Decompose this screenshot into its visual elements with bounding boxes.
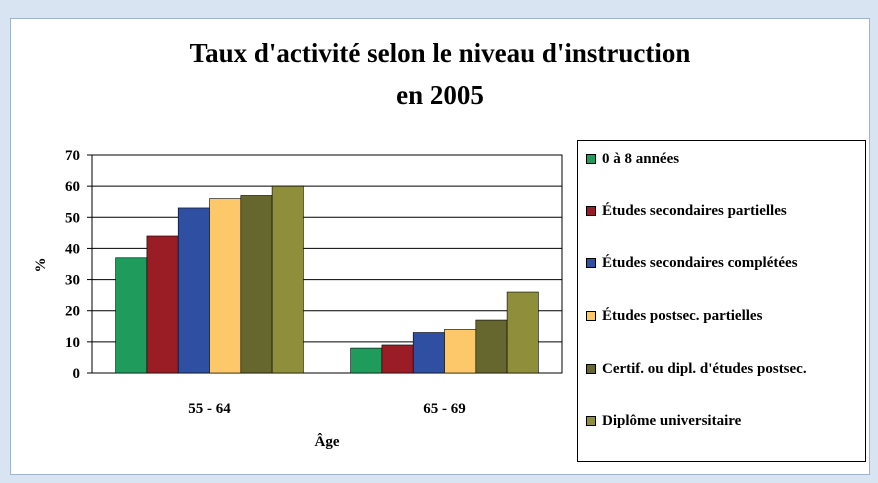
legend-entry: Certif. ou dipl. d'études postsec.	[586, 359, 856, 380]
legend-swatch	[586, 416, 596, 426]
legend-swatch	[586, 154, 596, 164]
y-tick-label: 60	[65, 179, 80, 195]
legend-swatch	[586, 364, 596, 374]
bar	[475, 319, 508, 374]
legend-entry: Études postsec. partielles	[586, 306, 856, 327]
bar	[412, 332, 445, 374]
bar	[177, 207, 210, 374]
bar	[506, 291, 539, 374]
bar	[146, 235, 179, 374]
bar	[381, 344, 414, 374]
legend-entry: Diplôme universitaire	[586, 411, 856, 432]
legend-entry: Études secondaires partielles	[586, 201, 856, 222]
bar	[444, 329, 477, 374]
y-axis-label: %	[33, 258, 49, 273]
y-tick-label: 0	[73, 366, 81, 382]
y-tick-label: 30	[65, 273, 80, 289]
legend-swatch	[586, 206, 596, 216]
legend-label: 0 à 8 années	[602, 151, 680, 167]
y-tick-label: 20	[65, 304, 80, 320]
bar	[240, 195, 273, 374]
legend-label: Études postsec. partielles	[602, 308, 763, 324]
x-tick-label: 55 - 64	[188, 401, 231, 417]
legend-label: Études secondaires partielles	[602, 203, 787, 219]
plot-border	[91, 154, 563, 374]
legend-label: Certif. ou dipl. d'études postsec.	[602, 361, 807, 377]
legend-swatch	[586, 258, 596, 268]
legend-entry: 0 à 8 années	[586, 149, 856, 170]
chart-title: Taux d'activité selon le niveau d'instru…	[190, 38, 691, 68]
y-tick-label: 70	[65, 148, 80, 164]
legend-entry: Études secondaires complétées	[586, 253, 856, 274]
bar	[271, 185, 304, 374]
legend-swatch	[586, 311, 596, 321]
chart-subtitle: en 2005	[396, 80, 484, 110]
y-tick-label: 50	[65, 210, 80, 226]
bar	[350, 347, 383, 374]
x-axis-label: Âge	[315, 433, 340, 450]
y-tick-label: 10	[65, 335, 80, 351]
legend-label: Diplôme universitaire	[602, 413, 742, 429]
bar	[115, 257, 148, 374]
x-tick-label: 65 - 69	[423, 401, 466, 417]
bar	[209, 198, 242, 374]
y-tick-label: 40	[65, 241, 80, 257]
legend-label: Études secondaires complétées	[602, 255, 798, 271]
legend: 0 à 8 années Études secondaires partielle…	[577, 140, 866, 462]
